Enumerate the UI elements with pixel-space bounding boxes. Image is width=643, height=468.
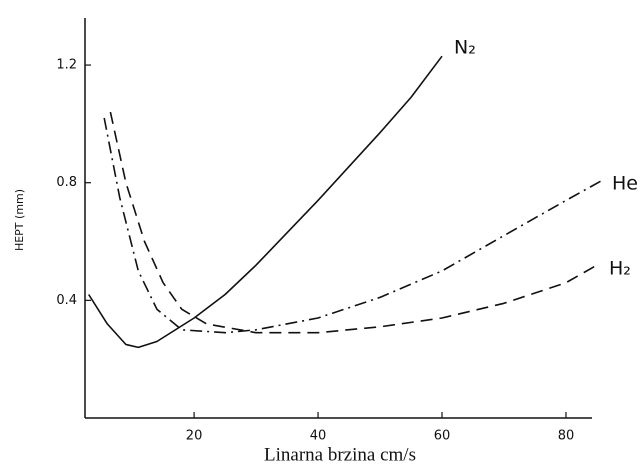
x-tick-label: 60 <box>434 429 451 444</box>
y-tick-label: 0.8 <box>56 175 77 190</box>
y-axis-label: HEPT (mm) <box>13 189 26 251</box>
line <box>103 117 604 334</box>
line <box>88 55 443 349</box>
series-label: N₂ <box>454 37 476 59</box>
series-label: He <box>612 172 638 194</box>
x-tick-label: 40 <box>310 429 327 444</box>
y-tick-label: 0.4 <box>56 293 77 308</box>
x-tick-label: 80 <box>558 429 575 444</box>
x-axis-label: Linarna brzina cm/s <box>264 444 416 465</box>
line <box>109 111 598 334</box>
y-tick-label: 1.2 <box>56 58 77 73</box>
series-label: H₂ <box>609 258 631 280</box>
x-tick-label: 20 <box>186 429 203 444</box>
